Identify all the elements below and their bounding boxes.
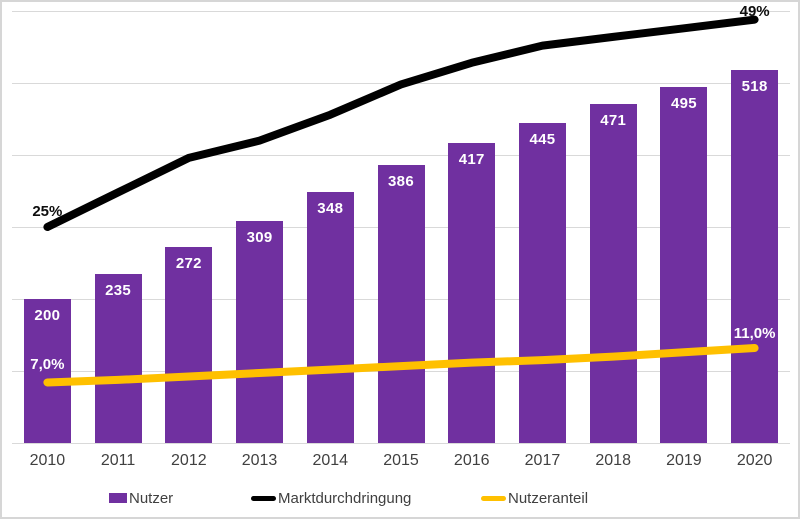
- bar-value-label: 235: [105, 281, 132, 299]
- bar-value-label: 386: [388, 173, 414, 191]
- legend-item-nutzer: Nutzer: [109, 488, 173, 508]
- bar-value-label: 200: [34, 307, 61, 324]
- legend-item-nutzeranteil: Nutzeranteil: [481, 488, 588, 508]
- x-axis-label-2010: 2010: [29, 452, 66, 469]
- bar-value-label: 495: [670, 94, 697, 112]
- marktdurchdringung-line: [43, 15, 759, 231]
- bar-2017: 445: [518, 122, 566, 443]
- marktdurchdringung-first-label: 25%: [32, 203, 63, 220]
- bar-value-label: 309: [246, 228, 273, 246]
- x-axis-label-2016: 2016: [453, 452, 490, 469]
- x-axis-label-2013: 2013: [241, 452, 278, 469]
- legend-item-marktdurchdringung: Marktdurchdringung: [251, 488, 411, 508]
- marktdurchdringung-last-label: 49%: [739, 2, 770, 20]
- bar-2013: 309: [236, 220, 284, 443]
- gridline: [12, 11, 790, 12]
- x-axis-label-2014: 2014: [312, 452, 349, 469]
- bar-2018: 471: [589, 103, 637, 443]
- bar-2014: 348: [306, 192, 354, 443]
- marktdurchdringung-line-swatch-icon: [251, 495, 276, 501]
- gridline: [12, 155, 790, 156]
- bar-2019: 495: [660, 86, 708, 443]
- nutzer-bar-swatch-icon: [109, 493, 127, 503]
- bar-value-label: 348: [317, 200, 344, 218]
- bar-value-label: 445: [529, 130, 556, 148]
- nutzeranteil-line-swatch-icon: [481, 495, 506, 501]
- bar-2015: 386: [377, 165, 425, 443]
- gridline: [12, 443, 790, 444]
- x-axis-label-2015: 2015: [383, 452, 419, 469]
- bar-2012: 272: [165, 247, 213, 443]
- x-axis-label-2012: 2012: [171, 452, 207, 469]
- bar-2011: 235: [94, 273, 142, 443]
- bar-value-label: 518: [741, 78, 768, 96]
- legend-label-nutzeranteil: Nutzeranteil: [508, 489, 589, 507]
- legend-label-marktdurchdringung: Marktdurchdringung: [278, 489, 412, 507]
- bar-2010: 200: [23, 299, 71, 443]
- bar-value-label: 272: [175, 255, 202, 273]
- bar-2020: 518: [731, 70, 779, 443]
- nutzeranteil-first-label: 7,0%: [30, 355, 65, 373]
- x-axis-label-2019: 2019: [666, 452, 702, 469]
- bar-value-label: 417: [458, 150, 485, 168]
- legend: Nutzer Marktdurchdringung Nutzeranteil: [0, 488, 800, 508]
- x-axis-label-2011: 2011: [100, 452, 136, 469]
- bar-value-label: 471: [600, 111, 627, 129]
- nutzeranteil-last-label: 11,0%: [733, 324, 776, 342]
- x-axis-label-2018: 2018: [595, 452, 631, 469]
- bar-2016: 417: [448, 142, 496, 443]
- x-axis-label-2017: 2017: [524, 452, 561, 469]
- legend-label-nutzer: Nutzer: [129, 489, 174, 507]
- x-axis-label-2020: 2020: [736, 452, 773, 469]
- nutzeranteil-line: [43, 344, 759, 387]
